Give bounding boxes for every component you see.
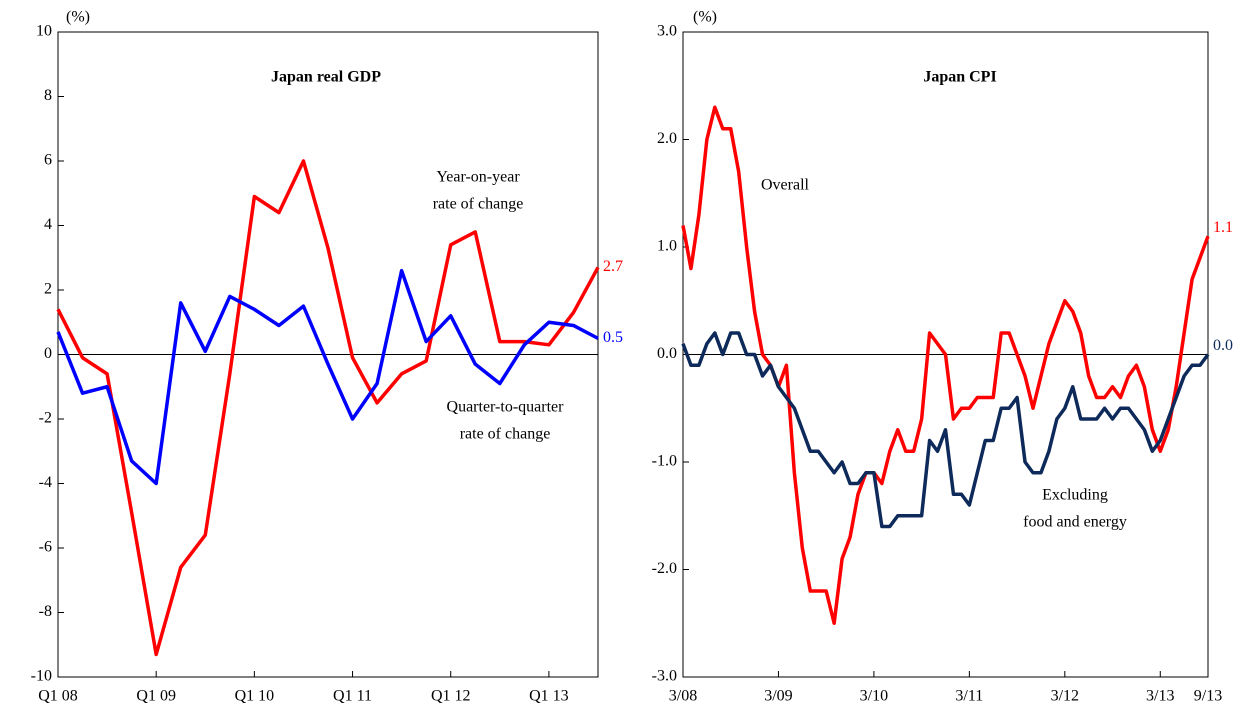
end-label: 1.1: [1213, 219, 1233, 236]
x-tick-label: 9/13: [1194, 688, 1222, 705]
y-tick-label: 2.0: [657, 130, 677, 147]
series-line: [56, 268, 599, 486]
series-name: rate of change: [460, 426, 551, 443]
y-tick-label: 8: [44, 87, 52, 104]
x-tick-label: 3/13: [1146, 688, 1174, 705]
series-name: Year-on-year: [436, 169, 520, 186]
y-tick-label: 2: [44, 281, 52, 298]
y-tick-label: -8: [39, 603, 52, 620]
unit-label: (%): [693, 9, 717, 26]
chart-title: Japan real GDP: [271, 69, 381, 86]
x-tick-label: Q1 11: [333, 688, 372, 705]
x-tick-label: 3/09: [764, 688, 792, 705]
y-tick-label: -4: [39, 474, 52, 491]
x-tick-label: Q1 08: [38, 688, 78, 705]
series-name: Excluding: [1042, 487, 1108, 504]
x-tick-label: 3/08: [669, 688, 697, 705]
x-tick-label: 3/10: [860, 688, 888, 705]
series-name: food and energy: [1023, 514, 1127, 531]
unit-label: (%): [66, 9, 90, 26]
y-tick-label: -10: [31, 668, 52, 685]
x-tick-label: 3/12: [1051, 688, 1079, 705]
series-name: Quarter-to-quarter: [447, 399, 565, 416]
y-tick-label: 3.0: [657, 23, 677, 40]
chart-title: Japan CPI: [923, 69, 996, 86]
series-name: rate of change: [433, 196, 524, 213]
y-tick-label: -2.0: [652, 560, 677, 577]
x-tick-label: Q1 09: [136, 688, 176, 705]
end-label: 0.5: [603, 329, 623, 346]
x-tick-label: Q1 10: [235, 688, 275, 705]
y-tick-label: -1.0: [652, 453, 677, 470]
end-label: 2.7: [603, 258, 623, 275]
y-tick-label: 6: [44, 152, 52, 169]
y-tick-label: -3.0: [652, 668, 677, 685]
y-tick-label: -6: [39, 539, 52, 556]
series-line: [681, 331, 1210, 529]
y-tick-label: 0: [44, 345, 52, 362]
series-line: [56, 159, 600, 657]
y-tick-label: 0.0: [657, 345, 677, 362]
y-tick-label: -2: [39, 410, 52, 427]
y-tick-label: 1.0: [657, 238, 677, 255]
x-tick-label: Q1 13: [529, 688, 569, 705]
x-tick-label: Q1 12: [431, 688, 471, 705]
x-tick-label: 3/11: [955, 688, 983, 705]
y-tick-label: 4: [44, 216, 52, 233]
series-name: Overall: [761, 177, 810, 194]
end-label: 0.0: [1213, 337, 1233, 354]
y-tick-label: 10: [36, 23, 52, 40]
